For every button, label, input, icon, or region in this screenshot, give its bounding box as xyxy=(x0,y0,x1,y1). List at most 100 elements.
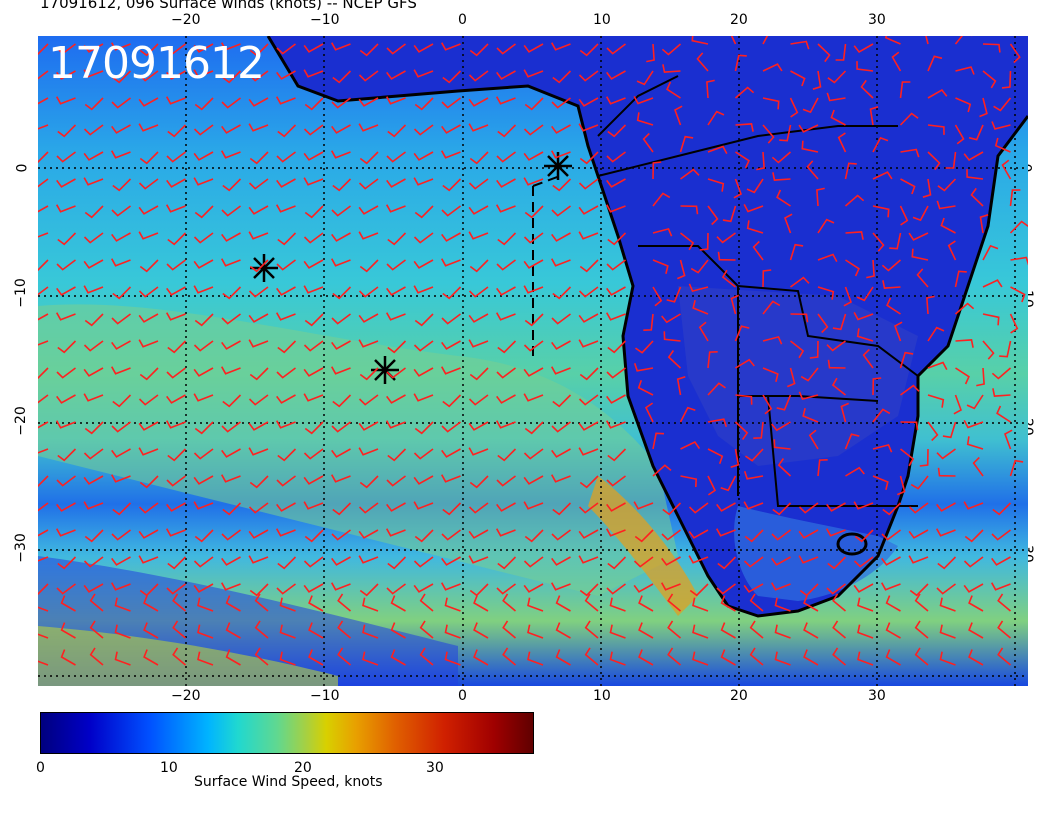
wind-map xyxy=(38,36,1028,686)
wind-barb xyxy=(942,421,957,439)
wind-barb xyxy=(277,556,297,570)
wind-barb xyxy=(496,367,516,379)
wind-barb xyxy=(248,529,269,539)
wind-barb xyxy=(524,97,544,111)
wind-barb xyxy=(193,232,214,244)
wind-barb xyxy=(578,70,599,82)
wind-barb xyxy=(38,286,49,296)
wind-barb xyxy=(441,366,461,375)
wind-barb xyxy=(997,593,1012,612)
wind-barb xyxy=(523,583,544,593)
wind-barb xyxy=(743,556,764,568)
wind-barb xyxy=(38,633,49,639)
wind-barb xyxy=(551,556,571,566)
wind-barb xyxy=(652,259,669,274)
wind-barb xyxy=(802,97,819,114)
wind-barb xyxy=(734,325,750,342)
wind-barb xyxy=(83,151,104,161)
wind-barb xyxy=(790,313,809,323)
wind-barb xyxy=(497,556,517,570)
wind-barb xyxy=(193,475,214,485)
wind-barb xyxy=(578,205,599,215)
wind-barb xyxy=(386,259,406,271)
wind-barb xyxy=(38,43,49,56)
wind-barb xyxy=(991,582,1011,591)
wind-barb xyxy=(138,313,159,323)
wind-barb xyxy=(786,367,796,388)
wind-barb xyxy=(303,393,324,402)
wind-barb xyxy=(900,178,916,195)
wind-barb xyxy=(193,43,214,53)
wind-barb xyxy=(57,448,77,462)
wind-barb xyxy=(652,192,671,207)
wind-barb xyxy=(331,556,351,566)
wind-barb xyxy=(707,205,719,226)
wind-barb xyxy=(832,620,847,639)
wind-barb xyxy=(936,448,956,460)
wind-barb xyxy=(276,178,296,188)
lon-tick-top: 30 xyxy=(868,12,886,28)
wind-barb xyxy=(866,259,875,279)
wind-barb xyxy=(854,529,874,543)
wind-barb xyxy=(779,124,792,142)
wind-barb xyxy=(745,448,764,462)
wind-barb xyxy=(331,582,351,591)
wind-barb xyxy=(772,172,791,181)
wind-barb xyxy=(139,475,159,489)
wind-barb xyxy=(954,36,973,45)
wind-barb xyxy=(899,351,914,369)
wind-barb xyxy=(752,240,764,261)
wind-barb xyxy=(248,339,269,348)
wind-barb xyxy=(927,394,945,408)
wind-barb xyxy=(688,529,709,539)
wind-barb xyxy=(606,528,626,537)
wind-barb xyxy=(387,232,407,246)
wind-barb xyxy=(303,340,324,352)
wind-barb xyxy=(248,421,269,431)
wind-barb xyxy=(38,313,49,321)
wind-barb xyxy=(579,151,599,165)
wind-barb xyxy=(925,36,929,45)
wind-barb xyxy=(469,583,489,597)
wind-barb xyxy=(885,595,901,612)
wind-barb xyxy=(771,421,791,432)
wind-barb xyxy=(303,43,324,53)
wind-barb xyxy=(167,340,187,354)
wind-barb xyxy=(166,96,186,105)
wind-barb xyxy=(809,340,819,359)
wind-barb xyxy=(937,178,957,192)
wind-barb xyxy=(276,259,296,271)
wind-barb xyxy=(337,647,352,666)
wind-barb xyxy=(997,620,1012,639)
wind-barb xyxy=(953,394,962,415)
wind-barb xyxy=(221,124,241,134)
wind-barb xyxy=(911,248,929,261)
wind-barb xyxy=(221,232,241,242)
wind-barb xyxy=(38,583,49,596)
wind-barb xyxy=(798,529,819,539)
wind-barb xyxy=(636,112,654,126)
wind-barb xyxy=(38,232,49,238)
wind-barb xyxy=(523,151,544,161)
wind-barb xyxy=(332,394,352,408)
wind-barb xyxy=(468,97,489,107)
wind-barb xyxy=(771,556,791,566)
wind-barb xyxy=(248,205,269,215)
wind-barb xyxy=(606,204,626,213)
wind-barb xyxy=(502,647,517,666)
wind-barb xyxy=(579,475,599,489)
wind-barb xyxy=(992,502,1012,516)
wind-barb xyxy=(790,40,810,50)
wind-barb xyxy=(643,313,654,331)
wind-barb xyxy=(707,475,717,496)
wind-barb xyxy=(735,358,755,369)
wind-barb xyxy=(221,582,241,591)
wind-barb xyxy=(331,340,351,350)
wind-barb xyxy=(771,582,791,591)
wind-barb xyxy=(730,448,740,469)
lon-tick-bottom: −20 xyxy=(171,688,201,704)
wind-barb xyxy=(607,340,627,354)
wind-barb xyxy=(166,475,186,487)
wind-barb xyxy=(584,620,599,639)
wind-barb xyxy=(609,651,626,666)
